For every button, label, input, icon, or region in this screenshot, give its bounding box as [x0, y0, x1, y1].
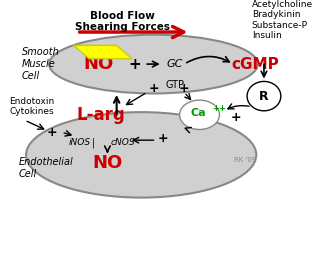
- Text: Endothelial
Cell: Endothelial Cell: [18, 158, 73, 179]
- Text: +: +: [231, 111, 242, 124]
- Text: +: +: [157, 132, 168, 145]
- Text: Endotoxin
Cytokines: Endotoxin Cytokines: [9, 97, 55, 116]
- Text: R: R: [259, 90, 269, 103]
- Text: L-arg: L-arg: [77, 106, 126, 124]
- Text: GTP: GTP: [165, 80, 184, 91]
- Text: NO: NO: [83, 55, 113, 73]
- Polygon shape: [74, 45, 132, 59]
- Text: +: +: [47, 126, 57, 139]
- Ellipse shape: [49, 35, 258, 93]
- Text: GC: GC: [167, 59, 183, 69]
- Text: Acetylcholine
Bradykinin
Substance-P
Insulin: Acetylcholine Bradykinin Substance-P Ins…: [252, 0, 313, 40]
- Text: ++: ++: [213, 104, 226, 113]
- Text: Ca: Ca: [190, 108, 206, 119]
- Text: Smooth
Muscle
Cell: Smooth Muscle Cell: [22, 48, 59, 81]
- Text: +: +: [148, 82, 159, 95]
- Text: RK '09: RK '09: [234, 157, 257, 163]
- Text: +: +: [179, 82, 190, 95]
- Ellipse shape: [180, 100, 219, 129]
- Text: |: |: [92, 138, 95, 148]
- Text: Blood Flow
Shearing Forces: Blood Flow Shearing Forces: [75, 11, 170, 32]
- Text: +: +: [129, 57, 141, 72]
- Text: iNOS: iNOS: [68, 138, 90, 147]
- Text: cGMP: cGMP: [231, 57, 279, 72]
- Text: cNOS: cNOS: [110, 138, 135, 147]
- Ellipse shape: [26, 112, 256, 198]
- Text: NO: NO: [92, 154, 122, 172]
- Circle shape: [247, 81, 281, 111]
